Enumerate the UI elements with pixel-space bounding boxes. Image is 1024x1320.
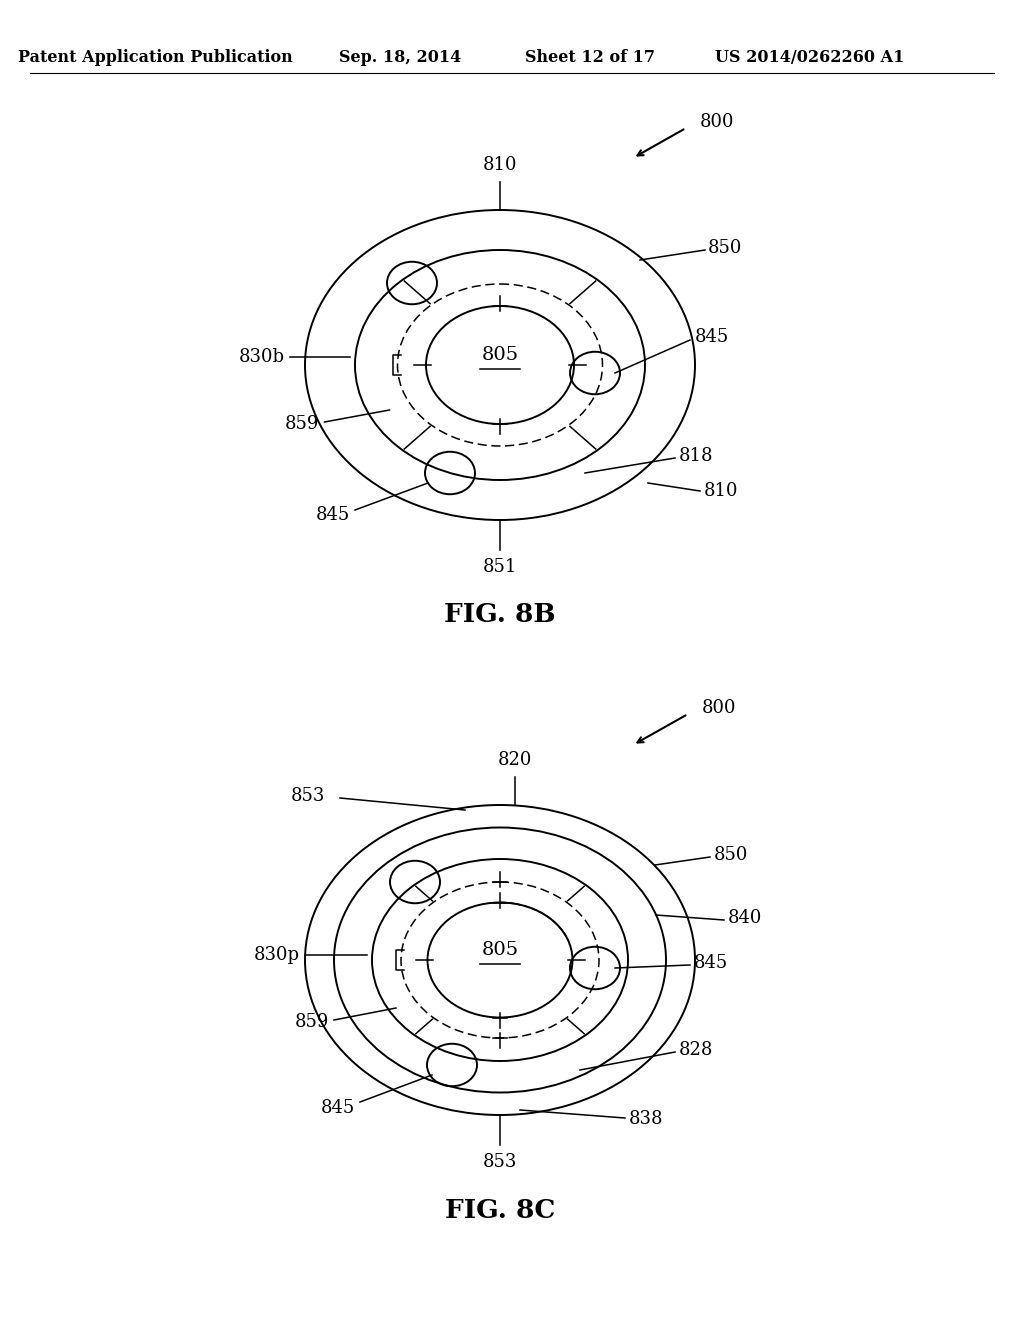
- Text: 800: 800: [702, 700, 736, 717]
- Text: 830p: 830p: [254, 946, 300, 964]
- Text: 800: 800: [700, 114, 734, 131]
- Text: 845: 845: [315, 506, 350, 524]
- Text: 838: 838: [629, 1110, 664, 1129]
- Text: 830b: 830b: [239, 348, 285, 366]
- Text: 851: 851: [482, 558, 517, 576]
- Text: 810: 810: [705, 482, 738, 500]
- Text: Patent Application Publication: Patent Application Publication: [17, 49, 293, 66]
- Text: 828: 828: [679, 1041, 714, 1059]
- Text: FIG. 8C: FIG. 8C: [444, 1197, 555, 1222]
- Text: 850: 850: [708, 239, 742, 257]
- Text: 853: 853: [482, 1152, 517, 1171]
- Text: 818: 818: [679, 447, 714, 465]
- Text: 845: 845: [321, 1100, 355, 1117]
- Text: 845: 845: [694, 954, 728, 972]
- Text: 820: 820: [498, 751, 532, 770]
- Text: US 2014/0262260 A1: US 2014/0262260 A1: [716, 49, 904, 66]
- Text: 845: 845: [695, 327, 729, 346]
- Text: Sep. 18, 2014: Sep. 18, 2014: [339, 49, 461, 66]
- Text: 850: 850: [714, 846, 749, 865]
- Text: FIG. 8B: FIG. 8B: [444, 602, 556, 627]
- Text: 840: 840: [728, 909, 763, 927]
- Text: 805: 805: [481, 941, 518, 960]
- Text: 859: 859: [285, 414, 319, 433]
- Text: 859: 859: [295, 1012, 329, 1031]
- Text: 810: 810: [482, 156, 517, 174]
- Text: 853: 853: [291, 787, 325, 805]
- Text: 805: 805: [481, 346, 518, 364]
- Text: Sheet 12 of 17: Sheet 12 of 17: [525, 49, 655, 66]
